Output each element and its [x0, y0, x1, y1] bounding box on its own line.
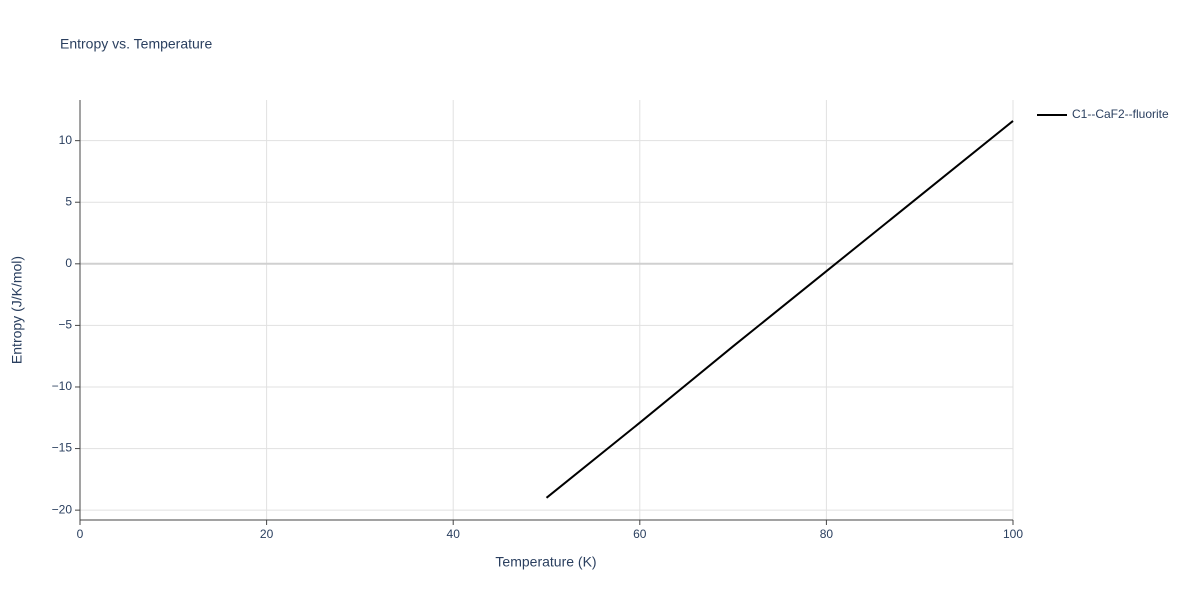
x-tick-label: 100	[1003, 527, 1023, 541]
y-axis-title: Entropy (J/K/mol)	[9, 256, 25, 364]
chart-title: Entropy vs. Temperature	[60, 36, 212, 52]
x-tick-label: 60	[633, 527, 647, 541]
y-tick-label: −15	[52, 441, 73, 455]
y-tick-label: −10	[52, 379, 73, 393]
y-tick-label: −5	[58, 318, 72, 332]
legend-label: C1--CaF2--fluorite	[1072, 107, 1169, 121]
line-series	[545, 120, 1014, 499]
x-tick-label: 0	[77, 527, 84, 541]
y-tick-label: 0	[65, 256, 72, 270]
y-tick-label: 10	[59, 133, 73, 147]
x-tick-label: 40	[447, 527, 461, 541]
x-tick-label: 80	[820, 527, 834, 541]
y-tick-label: −20	[52, 502, 73, 516]
x-axis-title: Temperature (K)	[495, 554, 596, 570]
y-tick-label: 5	[65, 194, 72, 208]
x-tick-label: 20	[260, 527, 274, 541]
